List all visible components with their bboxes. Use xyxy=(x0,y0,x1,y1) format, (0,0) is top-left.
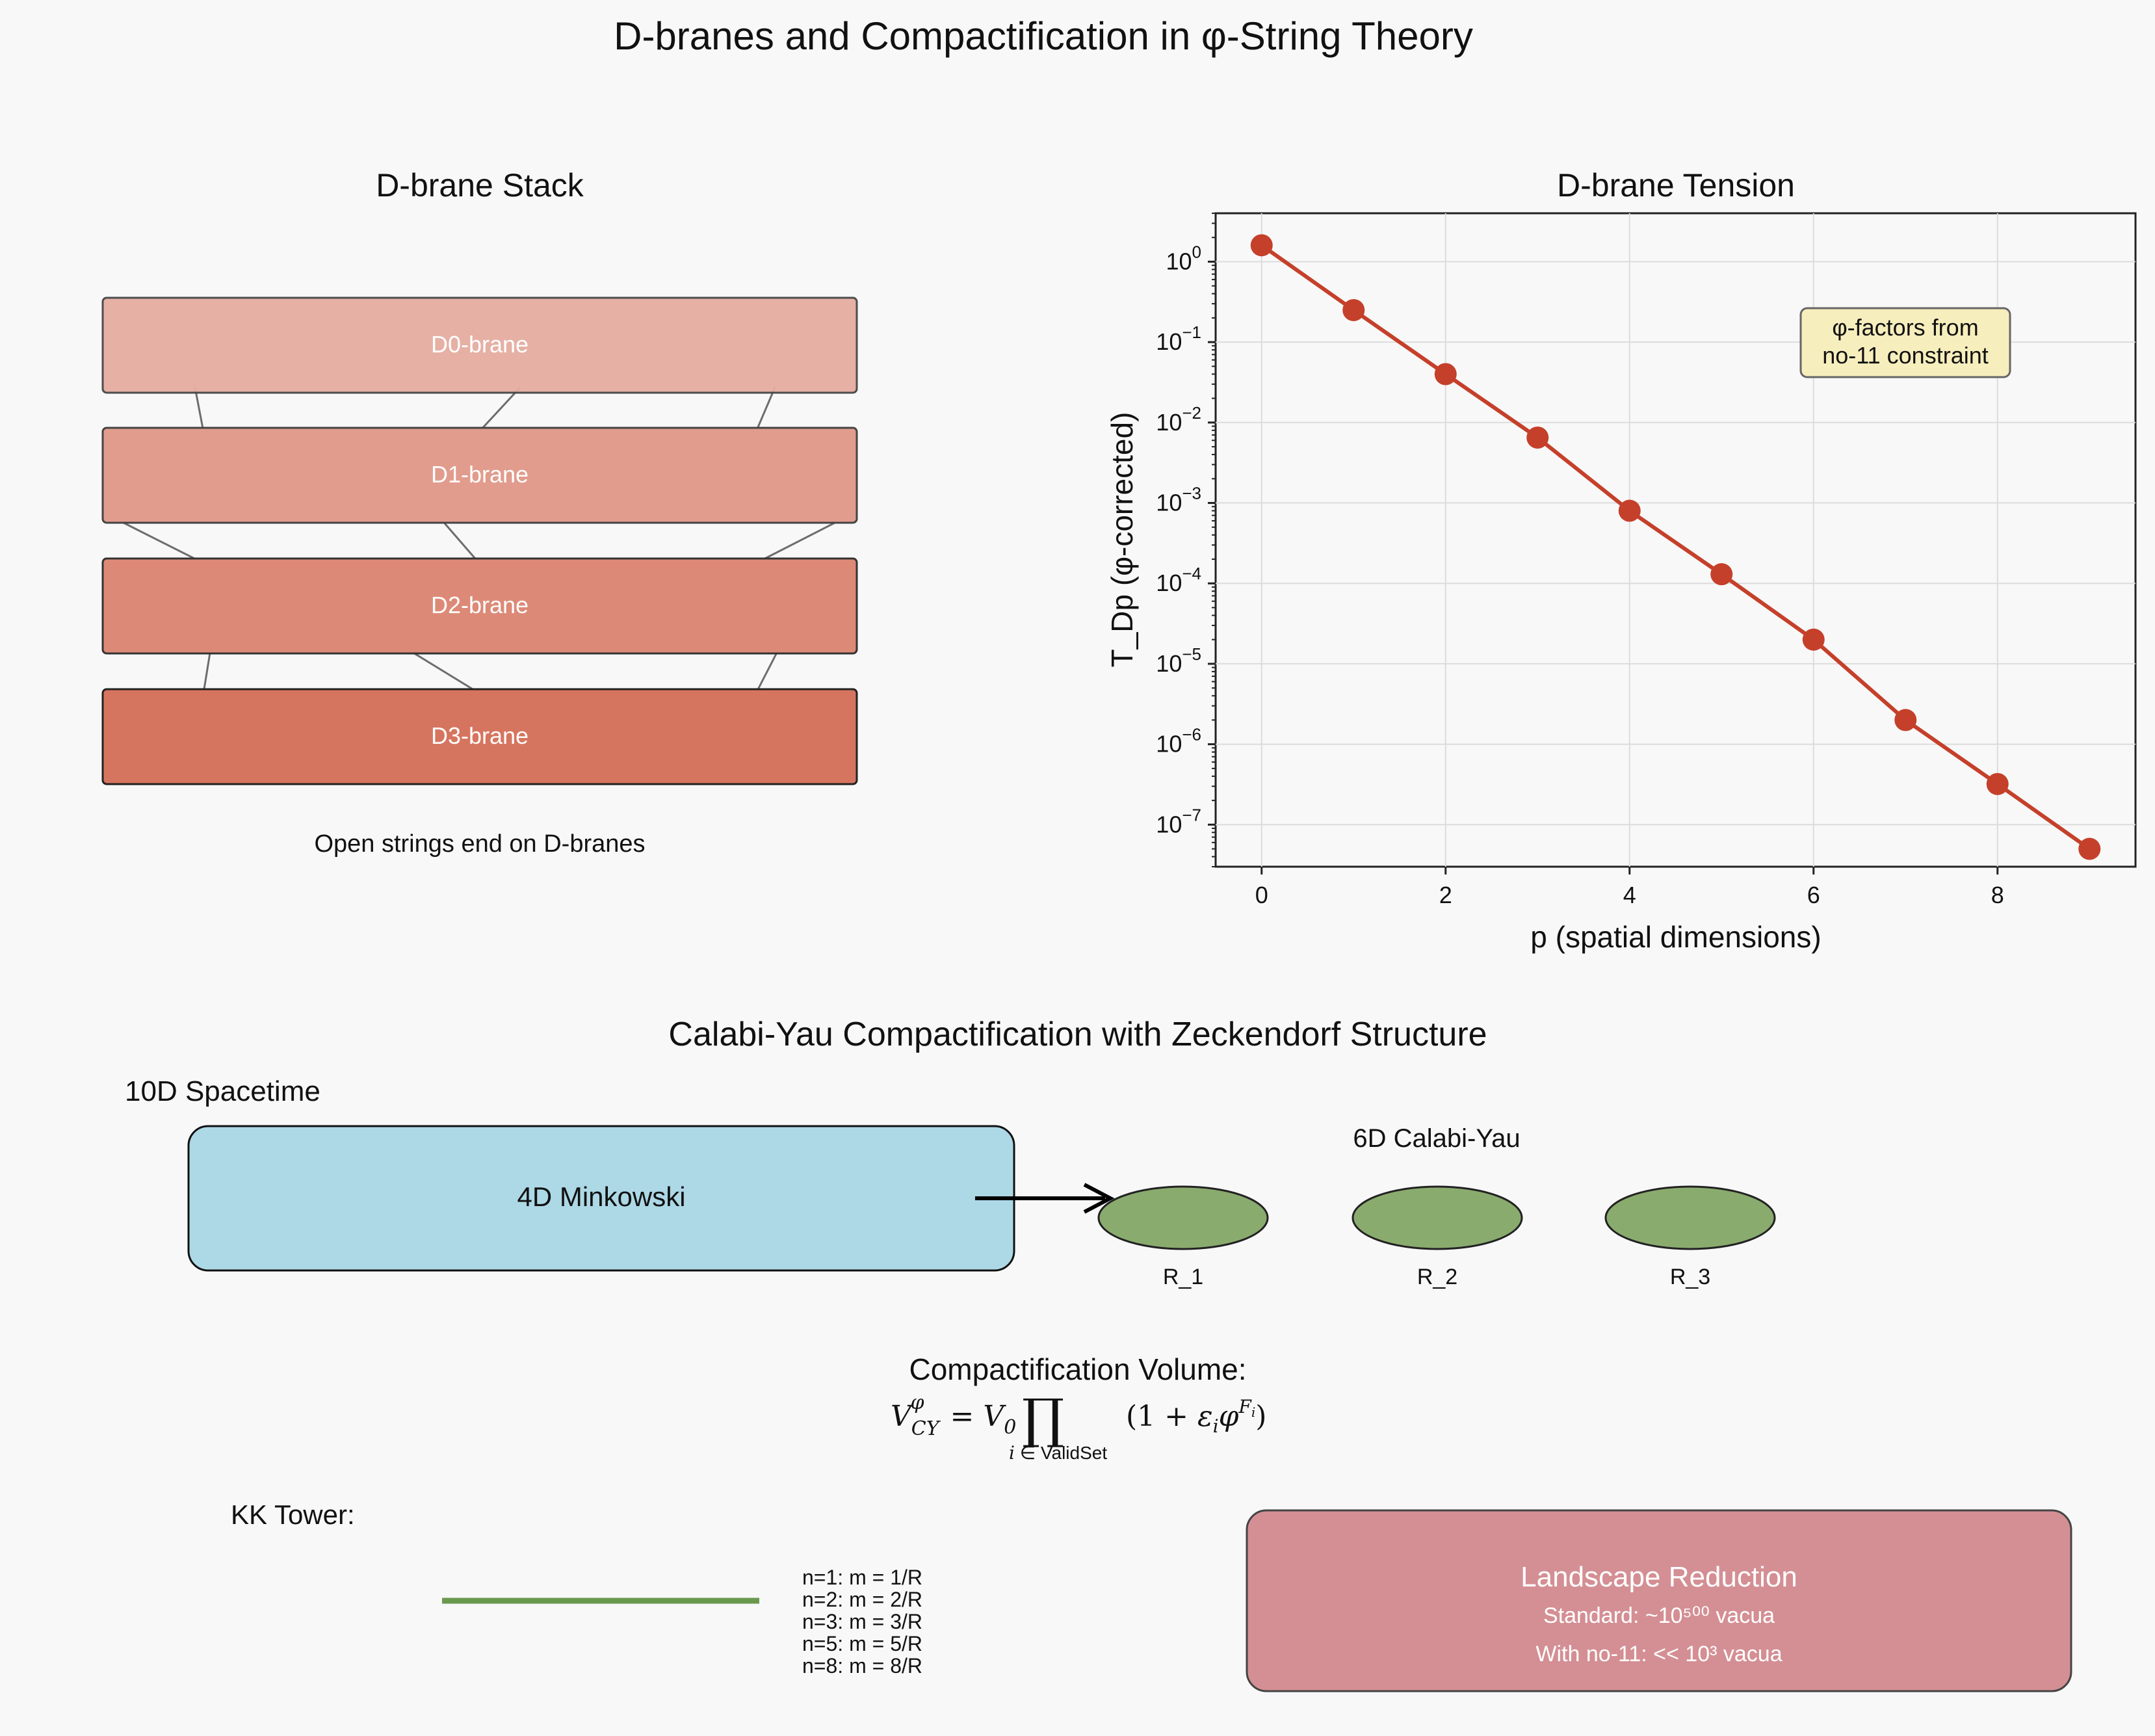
brane-label: D2-brane xyxy=(431,592,529,618)
tension-point xyxy=(1894,709,1917,731)
tension-series-points xyxy=(1250,234,2101,860)
formula-product: ∏ xyxy=(1022,1388,1064,1450)
volume-heading: Compactification Volume: xyxy=(909,1352,1246,1386)
chart-axes: 0 2 4 6 8 100 10−1 10−2 10−3 10−4 10−5 10−6 10−7 xyxy=(1156,213,2004,908)
open-string xyxy=(202,648,212,694)
figure-title: D-branes and Compactification in φ-Strin… xyxy=(614,14,1473,58)
tension-chart: D-brane Tension 0 2 4 6 8 100 10−1 10−2 10−3 10−4… xyxy=(1105,167,2137,954)
tension-point xyxy=(2078,837,2101,860)
brane-stack-title: D-brane Stack xyxy=(376,167,584,204)
tension-point xyxy=(1802,628,1825,651)
calabi-yau-dimension-3: R_3 xyxy=(1604,1185,1776,1289)
compact-dimension-ellipse xyxy=(1352,1185,1523,1250)
open-string xyxy=(755,387,776,432)
brane-rect xyxy=(101,296,858,394)
x-axis-label: p (spatial dimensions) xyxy=(1530,920,1821,954)
radius-label: R_2 xyxy=(1417,1265,1457,1289)
y-tick-label: 10−4 xyxy=(1156,564,1201,596)
open-string xyxy=(755,648,780,694)
compactification-title: Calabi-Yau Compactification with Zeckend… xyxy=(668,1016,1487,1053)
y-axis-label: T_Dp (φ-corrected) xyxy=(1105,412,1139,668)
radius-label: R_3 xyxy=(1670,1265,1710,1289)
brane-label: D3-brane xyxy=(431,722,529,749)
brane-1: D1-brane xyxy=(101,427,858,524)
kk-level: n=2: m = 2/R xyxy=(802,1588,922,1611)
annotation-line-1: φ-factors from xyxy=(1832,314,1978,341)
kk-level: n=1: m = 1/R xyxy=(802,1566,922,1589)
tension-series-line xyxy=(1260,243,2091,851)
landscape-no11: With no-11: << 10³ vacua xyxy=(1535,1642,1782,1666)
brane-stack-panel: D-brane Stack D0-brane D1-brane D2-brane xyxy=(101,167,858,858)
minkowski-label: 4D Minkowski xyxy=(517,1181,685,1212)
y-tick-label: 100 xyxy=(1166,242,1201,274)
kk-level-list: n=1: m = 1/R n=2: m = 2/R n=3: m = 3/R n… xyxy=(802,1566,922,1677)
chart-annotation: φ-factors from no-11 constraint xyxy=(1799,307,2011,378)
y-tick-label: 10−1 xyxy=(1156,322,1201,355)
kk-level: n=8: m = 8/R xyxy=(802,1654,922,1677)
landscape-box xyxy=(1246,1509,2072,1692)
kk-tower-heading: KK Tower: xyxy=(231,1499,355,1530)
tension-point xyxy=(1526,426,1549,449)
brane-rect xyxy=(101,427,858,524)
landscape-title: Landscape Reduction xyxy=(1521,1561,1797,1593)
formula-lhs: VCYφ = V0 xyxy=(891,1391,1016,1440)
tension-point xyxy=(1342,298,1365,321)
brane-3: D3-brane xyxy=(101,688,858,785)
calabi-yau-dimension-2: R_2 xyxy=(1352,1185,1523,1289)
brane-label: D1-brane xyxy=(431,461,529,488)
annotation-box xyxy=(1799,307,2011,378)
y-tick-label: 10−2 xyxy=(1156,403,1201,436)
tension-point xyxy=(1618,499,1641,522)
brane-stack-caption: Open strings end on D-branes xyxy=(314,830,645,858)
open-strings xyxy=(115,386,843,694)
y-tick-label: 10−3 xyxy=(1156,484,1201,516)
open-string xyxy=(478,386,521,433)
y-tick-label: 10−7 xyxy=(1156,805,1201,837)
tension-point xyxy=(1250,234,1273,257)
x-tick-label: 2 xyxy=(1439,882,1452,908)
brane-0: D0-brane xyxy=(101,296,858,394)
tension-point xyxy=(1710,563,1733,586)
compact-dimension-ellipse xyxy=(1604,1185,1776,1250)
x-tick-label: 8 xyxy=(1991,882,2004,908)
formula-subscript: i ∈ ValidSet xyxy=(1009,1442,1107,1464)
brane-rect xyxy=(101,688,858,785)
annotation-line-2: no-11 constraint xyxy=(1822,342,1988,369)
volume-formula: VCYφ = V0 ∏ i ∈ ValidSet (1 + εiφFi) xyxy=(891,1388,1266,1464)
kk-level: n=3: m = 3/R xyxy=(802,1610,922,1633)
chart-title: D-brane Tension xyxy=(1557,167,1795,204)
calabi-yau-label: 6D Calabi-Yau xyxy=(1353,1124,1520,1153)
brane-2: D2-brane xyxy=(101,557,858,655)
compactification-panel: Calabi-Yau Compactification with Zeckend… xyxy=(125,1016,2072,1692)
landscape-standard: Standard: ~10⁵⁰⁰ vacua xyxy=(1543,1603,1775,1628)
open-string xyxy=(194,387,205,432)
compact-dimension-ellipse xyxy=(1097,1185,1269,1250)
spacetime-label: 10D Spacetime xyxy=(125,1075,320,1107)
open-string xyxy=(115,518,204,564)
formula-rhs: (1 + εiφFi) xyxy=(1126,1396,1266,1437)
open-string xyxy=(755,518,843,564)
compactification-arrow xyxy=(975,1183,1115,1214)
y-tick-label: 10−5 xyxy=(1156,644,1201,677)
kk-level: n=5: m = 5/R xyxy=(802,1632,922,1655)
tension-point xyxy=(1986,772,2009,795)
y-tick-label: 10−6 xyxy=(1156,725,1201,757)
brane-rect xyxy=(101,557,858,655)
x-tick-label: 0 xyxy=(1255,882,1268,908)
tension-point xyxy=(1434,363,1457,386)
x-tick-label: 6 xyxy=(1807,882,1820,908)
x-tick-label: 4 xyxy=(1623,882,1636,908)
landscape-reduction-box: Landscape Reduction Standard: ~10⁵⁰⁰ vac… xyxy=(1246,1509,2072,1692)
radius-label: R_1 xyxy=(1163,1265,1203,1289)
open-string xyxy=(406,648,480,694)
open-string xyxy=(439,518,480,564)
brane-label: D0-brane xyxy=(431,331,529,358)
calabi-yau-dimension-1: R_1 xyxy=(1097,1185,1269,1289)
